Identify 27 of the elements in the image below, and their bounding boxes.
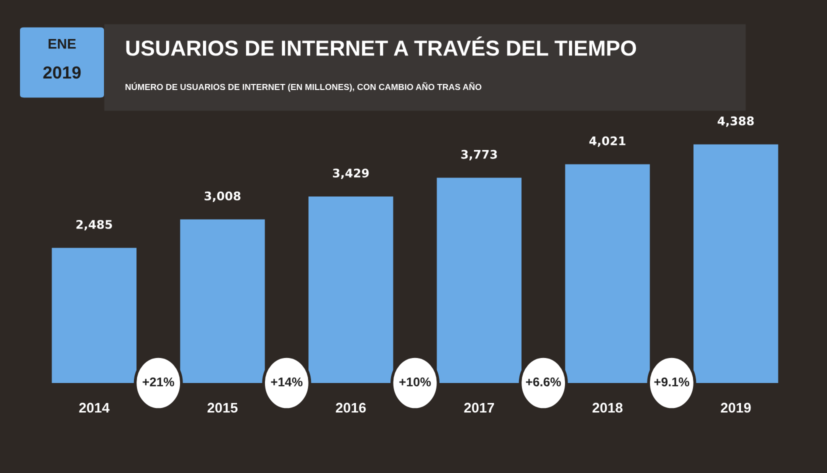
bar	[565, 164, 650, 383]
data-label: 4,021	[589, 136, 626, 147]
bar	[436, 178, 522, 383]
annotation: +9.1%	[654, 378, 690, 386]
chart-subtitle: NÚMERO DE USUARIOS DE INTERNET (EN MILLONES), CON CAMBIO AÑO TRAS AÑO	[126, 82, 482, 92]
text: 2019	[43, 66, 81, 79]
data-label: 3,773	[461, 150, 497, 160]
x-tick-label: 2014	[79, 402, 110, 413]
x-tick-label: 2019	[720, 402, 751, 413]
data-label: 3,008	[204, 192, 240, 202]
x-tick-label: 2017	[464, 402, 494, 413]
bar	[693, 144, 778, 383]
chart-title: USUARIOS DE INTERNET A TRAVÉS DEL TIEMPO	[126, 36, 636, 56]
x-tick-label: 2015	[208, 402, 238, 413]
annotation: +14%	[271, 378, 302, 386]
annotation: +21%	[142, 378, 174, 386]
annotation: +6.6%	[526, 378, 561, 386]
x-tick-label: 2016	[336, 402, 366, 413]
data-label: 3,429	[332, 168, 369, 180]
x-tick-label: 2018	[592, 402, 623, 413]
data-label: 2,485	[76, 220, 112, 230]
bar	[180, 219, 265, 383]
text: ENE	[48, 39, 76, 49]
bar	[308, 196, 394, 383]
data-label: 4,388	[718, 116, 754, 127]
annotation: +10%	[399, 378, 431, 386]
bar	[52, 248, 137, 383]
